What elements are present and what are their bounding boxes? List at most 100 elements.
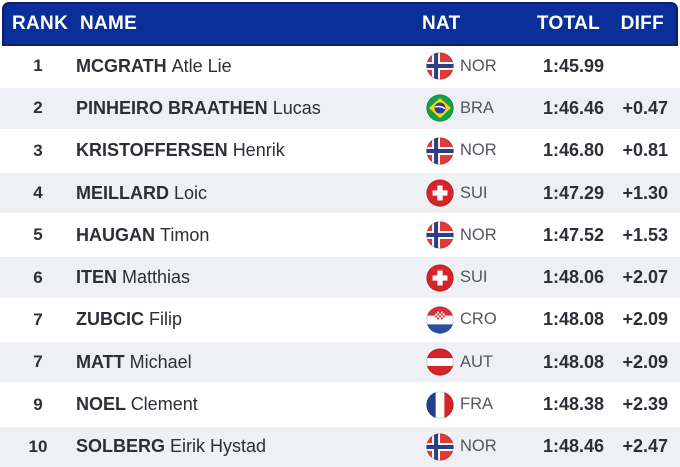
header-rank: RANK (12, 13, 69, 34)
athlete-last-name: NOEL (76, 394, 131, 415)
table-row[interactable]: 7 ZUBCIC Filip CRO 1:48.08 +2.09 (0, 299, 680, 341)
athlete-name: SOLBERG Eirik Hystad (76, 436, 426, 457)
time-diff: +2.09 (622, 309, 668, 330)
nation-cell: CRO (426, 306, 516, 334)
athlete-last-name: PINHEIRO BRAATHEN (76, 97, 273, 118)
time-diff: +0.81 (622, 140, 668, 161)
nation-code: NOR (460, 437, 497, 456)
athlete-first-name: Clement (130, 394, 198, 415)
total-time: 1:48.08 (542, 309, 604, 330)
table-row[interactable]: 7 MATT Michael AUT 1:48.08 +2.09 (0, 340, 680, 385)
table-row[interactable]: 2 PINHEIRO BRAATHEN Lucas BRA 1:46.46 +0… (0, 86, 680, 131)
header-name: NAME (80, 13, 138, 34)
athlete-last-name: MCGRATH (76, 55, 172, 76)
nation-code: SUI (460, 183, 488, 202)
athlete-name: ZUBCIC Filip (76, 309, 426, 330)
athlete-name: MEILLARD Loic (76, 183, 426, 204)
table-row[interactable]: 3 KRISTOFFERSEN Henrik NOR 1:46.80 +0.81 (0, 130, 680, 171)
nor-flag-icon (426, 52, 454, 80)
total-time: 1:48.06 (542, 267, 604, 288)
rank-value: 1 (33, 56, 43, 76)
nation-code: BRA (460, 98, 494, 117)
nation-code: NOR (460, 225, 497, 244)
athlete-name: MCGRATH Atle Lie (76, 56, 426, 77)
athlete-name: PINHEIRO BRAATHEN Lucas (76, 98, 426, 119)
rank-value: 9 (33, 394, 43, 414)
table-row[interactable]: 5 HAUGAN Timon NOR 1:47.52 +1.53 (0, 215, 680, 256)
header-diff: DIFF (620, 13, 664, 34)
athlete-first-name: Loic (174, 182, 208, 203)
athlete-last-name: SOLBERG (76, 436, 171, 457)
time-diff: +2.09 (622, 351, 668, 372)
athlete-name: MATT Michael (76, 352, 426, 373)
total-time: 1:45.99 (542, 55, 604, 76)
athlete-last-name: MATT (76, 351, 130, 372)
rank-value: 6 (33, 267, 43, 287)
time-diff: +2.47 (622, 436, 668, 457)
athlete-name: KRISTOFFERSEN Henrik (76, 140, 426, 161)
athlete-last-name: KRISTOFFERSEN (76, 140, 233, 161)
rank-value: 7 (33, 352, 43, 372)
total-time: 1:47.29 (542, 182, 604, 203)
results-rows: 1 MCGRATH Atle Lie NOR 1:45.99 2 PINHEIR… (0, 46, 680, 467)
table-header-row: RANK NAME NAT TOTAL DIFF (2, 2, 678, 46)
total-time: 1:46.46 (542, 97, 604, 118)
nation-code: FRA (460, 395, 493, 414)
athlete-first-name: Henrik (232, 140, 285, 161)
aut-flag-icon (426, 348, 454, 376)
athlete-first-name: Matthias (122, 267, 191, 288)
nation-code: NOR (460, 141, 497, 160)
rank-value: 4 (33, 183, 43, 203)
table-row[interactable]: 1 MCGRATH Atle Lie NOR 1:45.99 (0, 46, 680, 87)
nation-cell: NOR (426, 137, 516, 165)
cro-flag-icon (426, 306, 454, 334)
athlete-first-name: Lucas (272, 97, 321, 118)
total-time: 1:46.80 (542, 140, 604, 161)
athlete-last-name: MEILLARD (76, 182, 174, 203)
time-diff: +1.53 (622, 224, 668, 245)
nation-cell: SUI (426, 264, 516, 292)
sui-flag-icon (426, 179, 454, 207)
nation-code: CRO (460, 310, 497, 329)
rank-value: 7 (33, 309, 43, 329)
total-time: 1:47.52 (542, 224, 604, 245)
table-row[interactable]: 6 ITEN Matthias SUI 1:48.06 +2.07 (0, 255, 680, 300)
time-diff: +0.47 (622, 97, 668, 118)
athlete-first-name: Michael (129, 351, 192, 372)
sui-flag-icon (426, 264, 454, 292)
athlete-last-name: HAUGAN (76, 224, 160, 245)
athlete-first-name: Filip (149, 309, 183, 330)
nation-cell: NOR (426, 433, 516, 461)
nation-code: AUT (460, 352, 493, 371)
nation-cell: AUT (426, 348, 516, 376)
athlete-name: NOEL Clement (76, 394, 426, 415)
athlete-last-name: ITEN (76, 267, 123, 288)
time-diff: +2.39 (622, 394, 668, 415)
total-time: 1:48.38 (542, 394, 604, 415)
athlete-first-name: Atle Lie (171, 55, 232, 76)
table-row[interactable]: 4 MEILLARD Loic SUI 1:47.29 +1.30 (0, 170, 680, 216)
nor-flag-icon (426, 137, 454, 165)
total-time: 1:48.08 (542, 351, 604, 372)
athlete-name: HAUGAN Timon (76, 225, 426, 246)
athlete-last-name: ZUBCIC (76, 309, 149, 330)
table-row[interactable]: 10 SOLBERG Eirik Hystad NOR 1:48.46 +2.4… (0, 424, 680, 467)
rank-value: 2 (33, 98, 43, 118)
nation-cell: BRA (426, 94, 516, 122)
rank-value: 3 (33, 140, 43, 160)
time-diff: +1.30 (622, 182, 668, 203)
athlete-name: ITEN Matthias (76, 267, 426, 288)
header-total: TOTAL (536, 13, 600, 34)
nation-cell: NOR (426, 221, 516, 249)
nor-flag-icon (426, 221, 454, 249)
nation-cell: FRA (426, 390, 516, 419)
athlete-first-name: Timon (160, 224, 210, 245)
nation-code: NOR (460, 56, 497, 75)
time-diff: +2.07 (622, 267, 668, 288)
nation-cell: NOR (426, 52, 516, 80)
total-time: 1:48.46 (542, 436, 604, 457)
table-row[interactable]: 9 NOEL Clement FRA 1:48.38 +2.39 (0, 384, 680, 425)
rank-value: 5 (33, 225, 43, 245)
nation-code: SUI (460, 268, 488, 287)
